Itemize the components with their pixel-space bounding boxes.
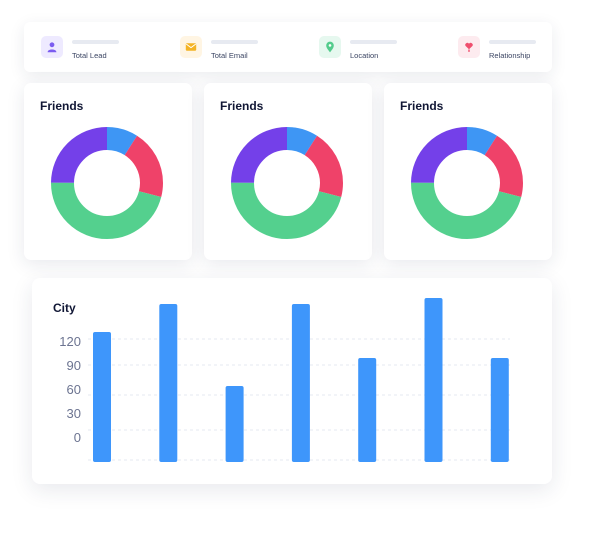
- city-bar: [93, 332, 111, 462]
- friends-card: Friends: [24, 83, 192, 260]
- friends-card: Friends: [204, 83, 372, 260]
- mail-icon: [180, 36, 202, 58]
- donut-slice: [231, 127, 343, 239]
- y-tick-label: 120: [59, 334, 81, 349]
- card-title: Friends: [400, 99, 444, 113]
- stat-total-lead[interactable]: Total Lead: [41, 22, 171, 72]
- city-bar-chart: 120 90 60 30 0: [59, 298, 510, 462]
- stat-location[interactable]: Location: [319, 22, 449, 72]
- city-bar: [490, 358, 509, 462]
- chart-title: City: [53, 301, 76, 315]
- friends-donut-chart: [51, 127, 163, 239]
- friends-donut-chart: [231, 127, 343, 239]
- city-bar: [358, 358, 377, 462]
- city-bar: [159, 304, 178, 462]
- city-bar: [291, 304, 310, 462]
- stat-value-placeholder: [72, 40, 119, 44]
- donut-slice: [231, 127, 343, 239]
- donut-slice: [51, 127, 163, 239]
- donut-slice: [51, 127, 163, 239]
- stat-label: Total Lead: [72, 51, 107, 60]
- stat-label: Relationship: [489, 51, 531, 60]
- y-tick-label: 30: [67, 406, 81, 421]
- donut-slice: [231, 127, 343, 239]
- stat-value-placeholder: [211, 40, 258, 44]
- city-bar: [225, 386, 244, 462]
- city-card: City 120 90 60 30 0: [32, 278, 552, 484]
- y-tick-label: 60: [67, 382, 81, 397]
- stat-label: Total Email: [211, 51, 248, 60]
- donut-slice: [51, 127, 163, 239]
- stat-value-placeholder: [489, 40, 536, 44]
- card-title: Friends: [40, 99, 84, 113]
- city-bar: [424, 298, 443, 462]
- donut-slice: [411, 127, 523, 239]
- y-tick-label: 0: [74, 430, 81, 445]
- y-tick-label: 90: [67, 358, 81, 373]
- friends-donut-chart: [411, 127, 523, 239]
- heart-person-icon: [458, 36, 480, 58]
- stat-label: Location: [350, 51, 379, 60]
- stat-relationship[interactable]: Relationship: [458, 22, 588, 72]
- donut-slice: [411, 127, 523, 239]
- donut-slice: [411, 127, 523, 239]
- location-pin-icon: [319, 36, 341, 58]
- card-title: Friends: [220, 99, 264, 113]
- user-icon: [41, 36, 63, 58]
- stat-value-placeholder: [350, 40, 397, 44]
- stats-strip: Total Lead Total Email Location Relation…: [24, 22, 552, 72]
- friends-card: Friends: [384, 83, 552, 260]
- stat-total-email[interactable]: Total Email: [180, 22, 310, 72]
